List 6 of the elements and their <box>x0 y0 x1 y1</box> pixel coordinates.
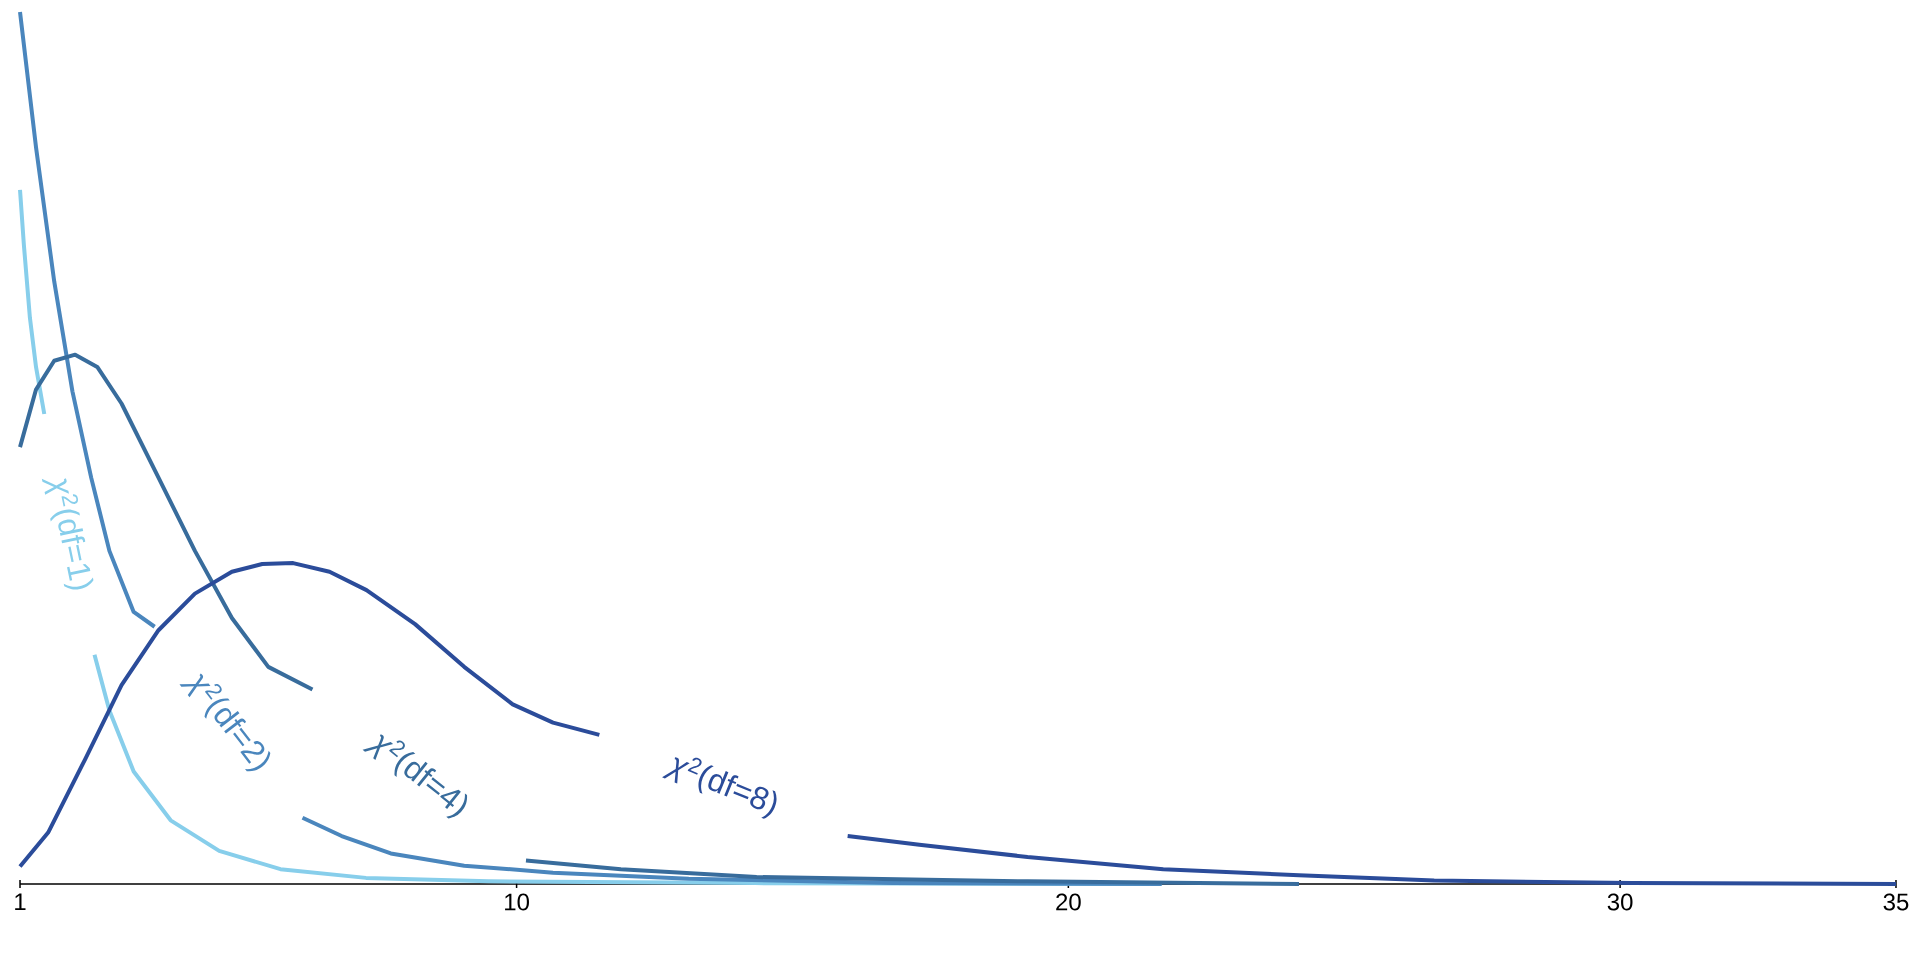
x-tick-label: 35 <box>1883 893 1909 911</box>
x-tick-label: 20 <box>1056 893 1081 911</box>
text: χ$^{2}$(df=1) <box>41 478 94 590</box>
x-tick-label: 1 <box>15 893 26 911</box>
x-tick-label: 10 <box>505 893 529 911</box>
x-tick-label: 30 <box>1607 893 1633 911</box>
